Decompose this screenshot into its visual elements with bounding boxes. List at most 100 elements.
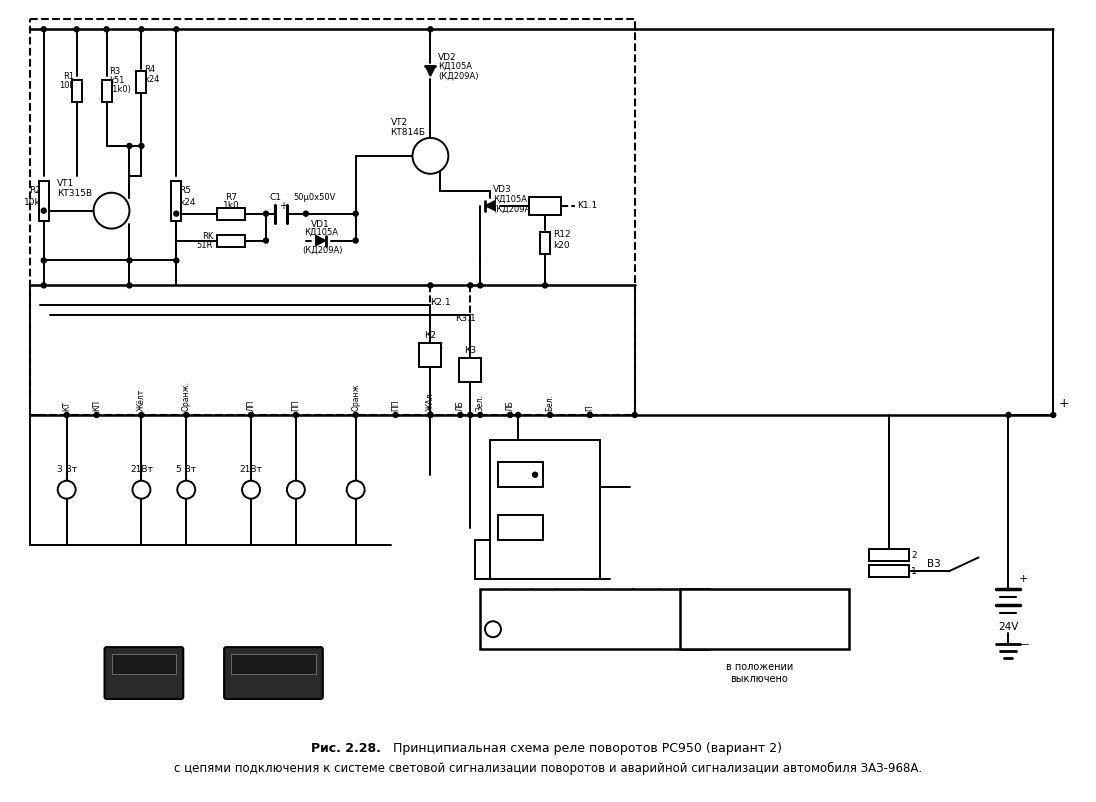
Text: ВК422: ВК422 — [744, 613, 785, 626]
Text: K1.1: K1.1 — [576, 201, 597, 210]
Text: 10k: 10k — [24, 198, 41, 207]
Bar — [231, 654, 316, 674]
Circle shape — [478, 412, 482, 418]
Text: k20: k20 — [553, 241, 570, 250]
Circle shape — [139, 26, 144, 32]
Text: 3: 3 — [669, 597, 674, 606]
Circle shape — [393, 412, 398, 418]
Text: ЛБ: ЛБ — [456, 400, 465, 411]
Circle shape — [458, 412, 463, 418]
Text: КД105А: КД105А — [304, 228, 338, 237]
Polygon shape — [316, 236, 326, 245]
Circle shape — [94, 412, 99, 418]
Circle shape — [127, 258, 132, 263]
Bar — [869, 565, 909, 577]
Bar — [102, 80, 112, 102]
Text: (КД209А): (КД209А) — [438, 71, 479, 81]
Text: ⊥: ⊥ — [489, 597, 498, 606]
Text: +: + — [278, 200, 287, 211]
Text: C1: C1 — [270, 193, 282, 202]
Circle shape — [42, 283, 46, 288]
Text: 50μ0x50V: 50μ0x50V — [293, 193, 335, 202]
Polygon shape — [425, 66, 435, 76]
Bar — [480, 589, 709, 649]
Text: 6: 6 — [592, 597, 598, 606]
Circle shape — [127, 283, 132, 288]
Bar — [499, 462, 543, 487]
Text: нл: нл — [488, 640, 498, 649]
Text: ПП: ПП — [292, 399, 300, 411]
Bar — [136, 71, 147, 93]
Circle shape — [58, 480, 76, 499]
Bar — [490, 439, 600, 579]
Bar — [459, 358, 481, 382]
Text: 3 Вт: 3 Вт — [57, 465, 77, 474]
Text: жп    кп: жп кп — [130, 682, 157, 687]
Text: R4: R4 — [145, 65, 156, 74]
Text: Вх.: Вх. — [581, 482, 595, 491]
Text: К2: К2 — [424, 330, 436, 340]
Circle shape — [174, 211, 179, 217]
Text: 1: 1 — [911, 567, 916, 576]
Text: +: + — [1059, 397, 1069, 410]
Text: R12: R12 — [553, 230, 571, 239]
Circle shape — [587, 412, 592, 418]
Circle shape — [468, 283, 472, 288]
Circle shape — [507, 412, 513, 418]
Text: ЛП: ЛП — [247, 399, 255, 411]
Text: K1: K1 — [534, 201, 545, 210]
Text: ЖАл: ЖАл — [426, 393, 435, 411]
Circle shape — [427, 26, 433, 32]
Text: 5: 5 — [515, 597, 522, 606]
Text: (КД209А): (КД209А) — [493, 205, 534, 213]
Text: VD1: VD1 — [311, 220, 330, 229]
Text: VD2: VD2 — [438, 53, 457, 62]
Text: VD3: VD3 — [493, 185, 512, 194]
Circle shape — [543, 283, 548, 288]
Circle shape — [139, 144, 144, 148]
Text: КТ814Б: КТ814Б — [390, 128, 425, 137]
Text: VT2: VT2 — [390, 119, 408, 128]
Circle shape — [263, 211, 269, 217]
Text: КП: КП — [92, 400, 101, 411]
Text: —: — — [34, 408, 46, 422]
Text: Зел.: Зел. — [476, 395, 484, 411]
Text: 1k0: 1k0 — [222, 201, 240, 210]
Bar — [217, 234, 246, 246]
Text: Оранж.: Оранж. — [182, 381, 191, 411]
FancyBboxPatch shape — [104, 647, 183, 699]
Bar — [38, 180, 48, 221]
Circle shape — [412, 138, 448, 174]
Circle shape — [304, 211, 308, 217]
Circle shape — [346, 480, 365, 499]
Text: 21Вт: 21Вт — [240, 465, 262, 474]
Circle shape — [548, 412, 552, 418]
Text: 10k: 10k — [59, 80, 75, 90]
Text: КД105А: КД105А — [493, 194, 527, 203]
Bar — [171, 180, 181, 221]
Circle shape — [178, 480, 195, 499]
Circle shape — [533, 472, 537, 477]
Circle shape — [287, 480, 305, 499]
Circle shape — [1006, 412, 1011, 418]
Circle shape — [353, 238, 358, 243]
Circle shape — [263, 238, 269, 243]
Circle shape — [133, 480, 150, 499]
Circle shape — [427, 412, 433, 418]
Bar — [680, 589, 849, 649]
Circle shape — [242, 480, 260, 499]
Text: k24: k24 — [180, 198, 196, 207]
Text: пт  тт  кт: пт тт кт — [253, 682, 283, 687]
Circle shape — [174, 26, 179, 32]
Text: К3.1: К3.1 — [455, 314, 476, 322]
Circle shape — [478, 283, 482, 288]
Text: К2.1: К2.1 — [431, 298, 452, 307]
Text: Оранж: Оранж — [351, 383, 361, 411]
Circle shape — [353, 211, 358, 217]
Text: 2: 2 — [617, 597, 624, 606]
Text: (КД209А): (КД209А) — [302, 246, 343, 255]
Circle shape — [468, 412, 472, 418]
Text: R7: R7 — [225, 193, 237, 202]
Text: 4: 4 — [540, 597, 547, 606]
Circle shape — [65, 412, 69, 418]
